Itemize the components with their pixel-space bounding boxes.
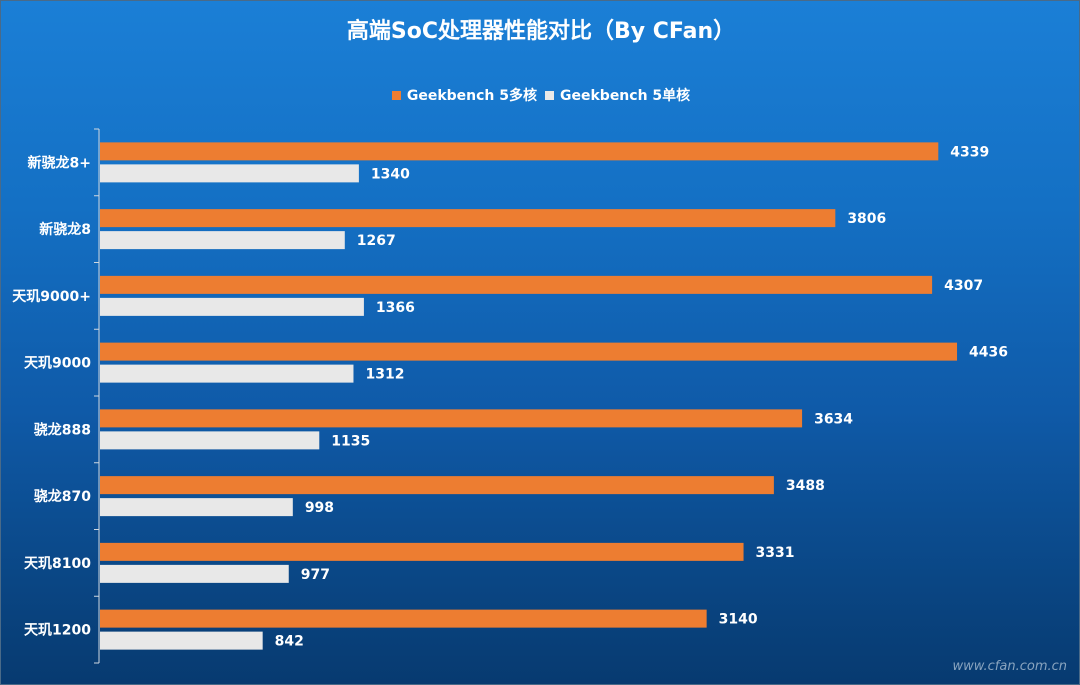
bar-single-core	[100, 498, 293, 517]
bar-multi-core	[100, 409, 803, 428]
data-label-single-core: 977	[301, 567, 330, 583]
legend-swatch-single	[545, 90, 554, 100]
data-label-multi-core: 4339	[950, 144, 989, 160]
bar-single-core	[100, 431, 320, 450]
bar-multi-core	[100, 542, 744, 561]
bar-single-core	[100, 631, 263, 650]
bar-multi-core	[100, 209, 836, 228]
bar-single-core	[100, 231, 345, 250]
data-label-single-core: 998	[305, 500, 334, 516]
legend-label-multi: Geekbench 5多核	[406, 88, 537, 104]
bar-single-core	[100, 164, 359, 183]
category-label: 骁龙870	[34, 488, 91, 505]
legend-item-multi: Geekbench 5多核	[391, 85, 537, 105]
data-label-multi-core: 3634	[814, 411, 853, 427]
data-label-multi-core: 3331	[756, 545, 795, 561]
data-label-multi-core: 4436	[969, 345, 1008, 361]
bar-multi-core	[100, 476, 774, 495]
legend: Geekbench 5多核 Geekbench 5单核	[1, 85, 1079, 105]
legend-swatch-multi	[391, 90, 401, 100]
bar-multi-core	[100, 275, 933, 294]
legend-label-single: Geekbench 5单核	[560, 88, 691, 104]
bar-multi-core	[100, 142, 939, 161]
data-label-single-core: 1267	[357, 233, 396, 249]
watermark: www.cfan.com.cn	[952, 659, 1067, 674]
data-label-single-core: 842	[275, 634, 304, 650]
data-label-single-core: 1312	[365, 367, 404, 383]
chart-title: 高端SoC处理器性能对比（By CFan）	[346, 19, 736, 44]
bar-multi-core	[100, 342, 958, 361]
data-label-single-core: 1135	[331, 433, 370, 449]
legend-item-single: Geekbench 5单核	[545, 85, 690, 105]
data-label-single-core: 1366	[376, 300, 415, 316]
data-label-multi-core: 3488	[786, 478, 825, 494]
bar-single-core	[100, 564, 289, 583]
category-label: 骁龙888	[34, 421, 91, 438]
bar-single-core	[100, 364, 354, 383]
category-label: 新骁龙8	[39, 221, 91, 238]
category-label: 天玑9000+	[12, 289, 91, 305]
category-label: 天玑8100	[24, 556, 91, 572]
data-label-multi-core: 3806	[847, 211, 886, 227]
data-label-multi-core: 4307	[944, 278, 983, 294]
category-label: 新骁龙8+	[28, 154, 91, 171]
data-label-single-core: 1340	[371, 166, 410, 182]
bar-single-core	[100, 297, 364, 316]
data-label-multi-core: 3140	[719, 612, 758, 628]
bar-multi-core	[100, 609, 707, 628]
category-label: 天玑1200	[24, 623, 91, 639]
category-label: 天玑9000	[24, 356, 91, 372]
